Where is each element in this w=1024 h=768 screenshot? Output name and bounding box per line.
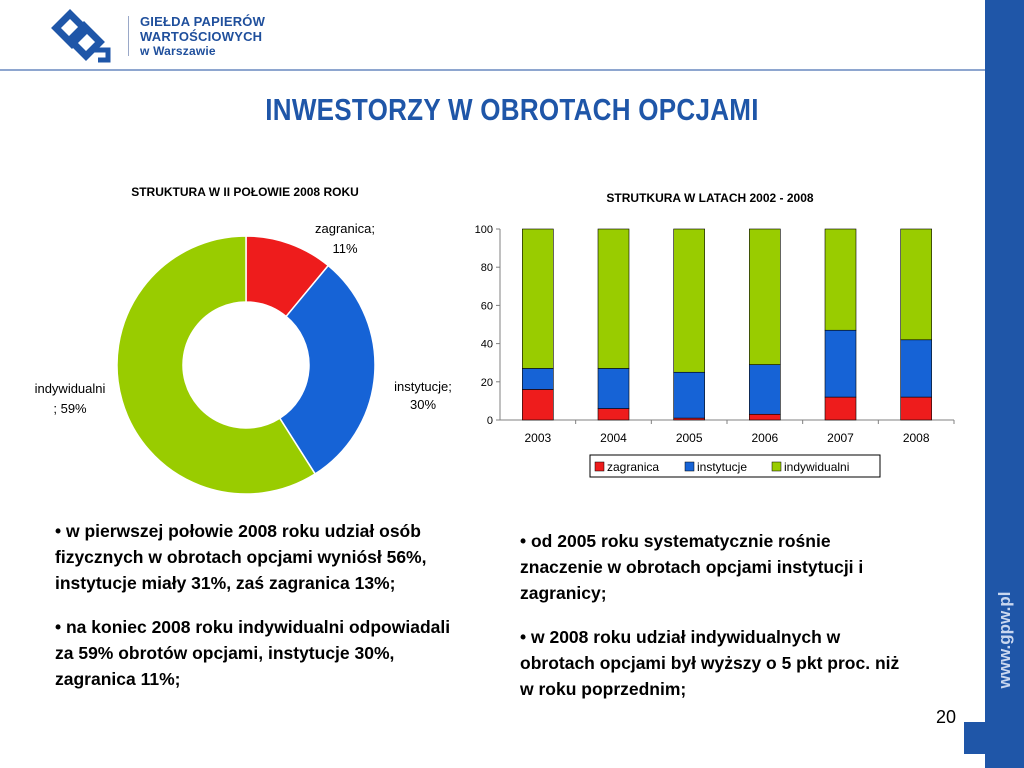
donut-chart-title: STRUKTURA W II POŁOWIE 2008 ROKU: [131, 185, 359, 199]
bar-instytucje-2004: [597, 368, 630, 409]
y-tick-label: 100: [475, 224, 493, 236]
bar-zagranica-2003: [522, 389, 554, 421]
logo-line-1: GIEŁDA PAPIERÓW: [140, 14, 266, 29]
bar-instytucje-2006: [749, 364, 781, 415]
bullets-left: • w pierwszej połowie 2008 roku udział o…: [55, 518, 465, 710]
bar-indywidualni-2005: [673, 228, 705, 373]
label-instytucje-1: instytucje;: [394, 379, 452, 394]
bar-instytucje-2008: [900, 339, 932, 398]
bar-indywidualni-2003: [522, 228, 554, 369]
bar-chart-title: STRUTKURA W LATACH 2002 - 2008: [606, 191, 813, 205]
legend-label-indywidualni: indywidualni: [784, 460, 849, 474]
donut-chart: STRUKTURA W II POŁOWIE 2008 ROKU zagrani…: [35, 185, 452, 495]
bullets-right: • od 2005 roku systematycznie rośnie zna…: [520, 528, 915, 720]
page-number: 20: [936, 707, 957, 727]
bar-instytucje-2007: [824, 329, 857, 398]
logo-text: GIEŁDA PAPIERÓW WARTOŚCIOWYCH w Warszawi…: [140, 14, 265, 59]
bar-indywidualni-2004: [597, 228, 630, 369]
bullet-left-2: • na koniec 2008 roku indywidualni odpow…: [55, 617, 451, 689]
bar-indywidualni-2006: [749, 228, 781, 365]
logo-line-3: w Warszawie: [140, 44, 216, 58]
side-url-text: www.gpw.pl: [994, 591, 1014, 689]
legend-label-zagranica: zagranica: [607, 460, 659, 474]
donut-slice-instytucje: [278, 264, 376, 475]
legend-box: [589, 454, 881, 478]
y-tick-label: 40: [481, 339, 493, 351]
logo-line-2: WARTOŚCIOWYCH: [140, 29, 263, 44]
bar-instytucje-2005: [673, 371, 705, 419]
side-bar: [985, 0, 1024, 768]
bar-instytucje-2003: [522, 368, 554, 390]
y-tick-label: 20: [481, 377, 493, 389]
bar-zagranica-2007: [824, 396, 857, 421]
bar-zagranica-2004: [597, 408, 630, 421]
donut-slice-indywidualni: [116, 235, 317, 495]
x-tick-label: 2008: [903, 431, 930, 445]
label-indywidualni-2: ; 59%: [53, 401, 87, 416]
legend-swatch-zagranica: [594, 461, 605, 472]
label-indywidualni-1: indywidualni: [35, 381, 106, 396]
bar-zagranica-2006: [749, 413, 781, 421]
stacked-bar-chart: STRUTKURA W LATACH 2002 - 2008 0 20 40 60 80…: [475, 191, 955, 478]
bar-indywidualni-2008: [900, 228, 932, 341]
side-block: [964, 722, 1024, 754]
legend-swatch-instytucje: [684, 461, 695, 472]
x-tick-label: 2006: [751, 431, 778, 445]
x-tick-label: 2004: [600, 431, 627, 445]
gpw-logo-icon: [51, 9, 111, 63]
header: [0, 0, 985, 70]
label-instytucje-2: 30%: [410, 397, 436, 412]
bullet-right-2: • w 2008 roku udział indywidualnych w ob…: [520, 627, 900, 699]
bullet-left-1: • w pierwszej połowie 2008 roku udział o…: [55, 521, 427, 593]
x-tick-label: 2003: [524, 431, 551, 445]
bullet-right-1: • od 2005 roku systematycznie rośnie zna…: [520, 531, 864, 603]
bar-zagranica-2008: [900, 396, 932, 421]
legend-swatch-indywidualni: [771, 461, 782, 472]
logo-separator: [128, 16, 129, 56]
x-tick-label: 2005: [676, 431, 703, 445]
label-zagranica-1: zagranica;: [315, 221, 375, 236]
y-tick-label: 80: [481, 262, 493, 274]
bar-indywidualni-2007: [824, 228, 857, 331]
slide-title: INWESTORZY W OBROTACH OPCJAMI: [265, 92, 759, 127]
side-url: www.gpw.pl: [985, 560, 1024, 720]
x-tick-label: 2007: [827, 431, 854, 445]
y-tick-label: 0: [487, 415, 493, 427]
label-zagranica-2: 11%: [332, 241, 357, 256]
header-divider: [0, 69, 985, 71]
y-tick-label: 60: [481, 300, 493, 312]
legend-label-instytucje: instytucje: [697, 460, 747, 474]
